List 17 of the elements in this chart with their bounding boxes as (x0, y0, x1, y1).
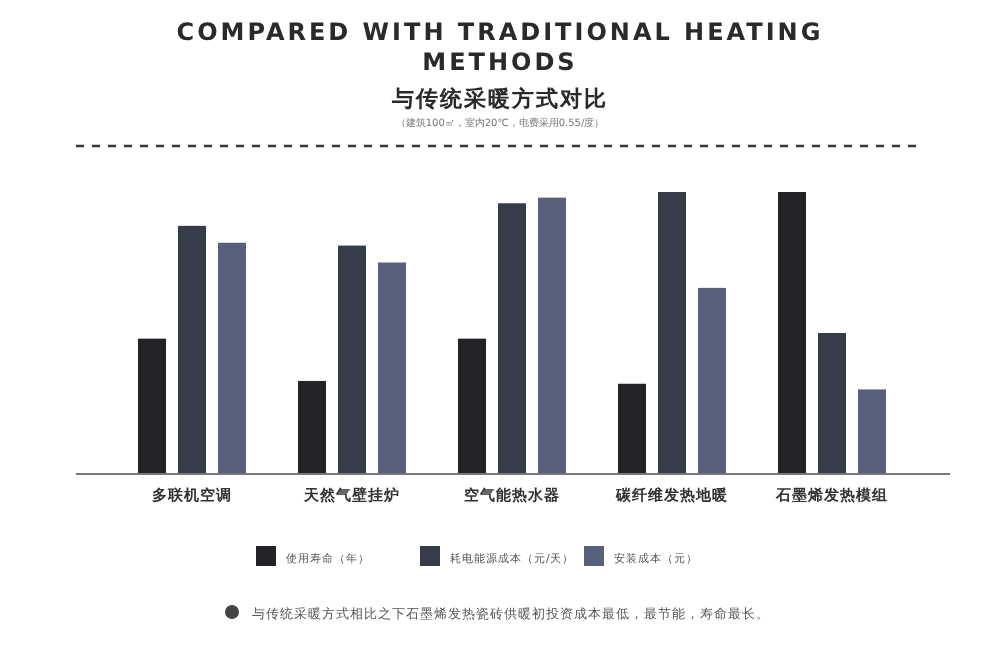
bar (618, 383, 646, 474)
bar (698, 287, 726, 474)
chart-title: COMPARED WITH TRADITIONAL HEATING METHODS (176, 18, 824, 76)
bar (338, 245, 366, 474)
bar (658, 192, 686, 474)
bar (138, 338, 166, 474)
bar (218, 242, 246, 474)
bar (498, 203, 526, 474)
bar (858, 389, 886, 474)
bar (778, 192, 806, 474)
bar (538, 197, 566, 474)
chart-subtitle: 与传统采暖方式对比 (390, 86, 608, 112)
bar (818, 333, 846, 474)
bar (178, 225, 206, 474)
bar (298, 380, 326, 474)
bar (378, 262, 406, 474)
bar (458, 338, 486, 474)
